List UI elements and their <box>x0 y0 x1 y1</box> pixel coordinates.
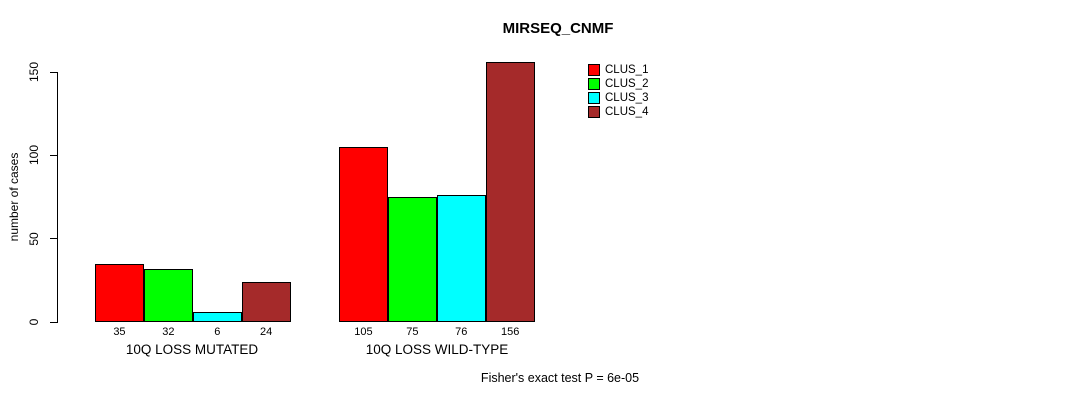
legend-swatch <box>588 64 600 76</box>
legend-label: CLUS_3 <box>605 92 649 104</box>
legend-row: CLUS_1 <box>588 63 648 77</box>
group-label-10q-loss-mutated: 10Q LOSS MUTATED <box>125 342 259 357</box>
legend-row: CLUS_4 <box>588 105 648 119</box>
legend-label: CLUS_2 <box>605 78 649 90</box>
legend-swatch <box>588 78 600 90</box>
y-axis-line <box>57 72 58 323</box>
bar-value-label: 32 <box>162 326 175 338</box>
bar-value-label: 24 <box>260 326 273 338</box>
bar-clus_1-group2 <box>339 147 388 322</box>
legend-swatch <box>588 106 600 118</box>
y-axis-tick-label: 50 <box>27 231 41 246</box>
bar-clus_2-group1 <box>143 268 193 322</box>
legend-swatch <box>588 92 600 104</box>
chart-title: MIRSEQ_CNMF <box>502 20 614 37</box>
bar-clus_3-group1 <box>192 312 242 322</box>
bar-clus_1-group1 <box>95 263 144 322</box>
y-axis-tick-label: 150 <box>27 61 41 83</box>
bar-value-label: 105 <box>354 326 373 338</box>
group-label-10q-loss-wild-type: 10Q LOSS WILD-TYPE <box>365 342 509 357</box>
legend-label: CLUS_1 <box>605 64 649 76</box>
bar-value-label: 76 <box>455 326 468 338</box>
bar-value-label: 6 <box>214 326 221 338</box>
bar-value-label: 75 <box>406 326 419 338</box>
bar-clus_4-group1 <box>241 282 291 322</box>
y-axis-tick <box>50 321 57 323</box>
legend-label: CLUS_4 <box>605 106 649 118</box>
fisher-exact-test-annotation: Fisher's exact test P = 6e-05 <box>480 371 640 385</box>
y-axis-tick <box>50 71 57 73</box>
y-axis-tick-label: 0 <box>27 318 41 326</box>
bar-clus_3-group2 <box>436 195 486 322</box>
legend: CLUS_1 CLUS_2 CLUS_3 CLUS_4 <box>588 63 648 119</box>
legend-row: CLUS_3 <box>588 91 648 105</box>
legend-row: CLUS_2 <box>588 77 648 91</box>
y-axis-tick-label: 100 <box>27 145 41 166</box>
bar-clus_4-group2 <box>485 62 535 322</box>
bar-value-label: 156 <box>500 326 520 338</box>
y-axis-tick <box>50 238 57 240</box>
bar-clus_2-group2 <box>387 197 437 322</box>
y-axis-tick <box>50 154 57 156</box>
bar-value-label: 35 <box>113 326 126 338</box>
y-axis-title: number of cases <box>7 152 21 242</box>
